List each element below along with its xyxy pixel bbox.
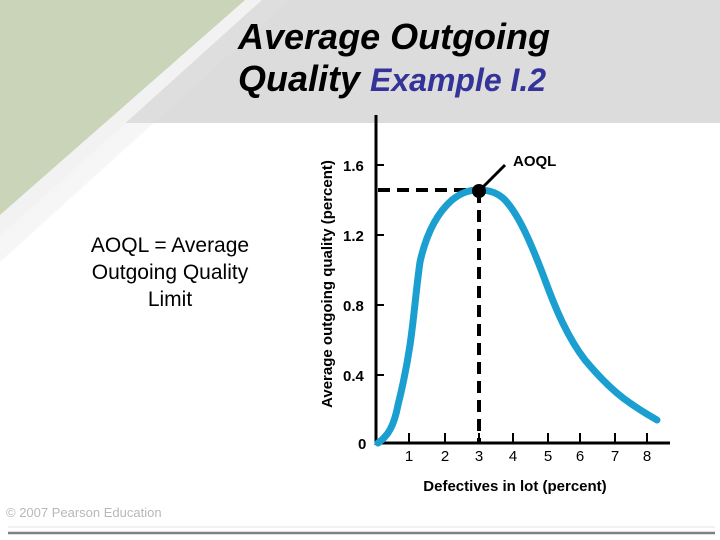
y-ticks	[376, 164, 384, 376]
x-tick-label: 6	[576, 448, 584, 465]
x-tick-label: 1	[405, 448, 413, 465]
definition-line: AOQL = Average	[90, 234, 250, 257]
y-tick-label: 1.6	[343, 158, 364, 175]
x-axis-label: Defectives in lot (percent)	[423, 478, 606, 495]
slide-title: Average Outgoing Quality	[238, 16, 551, 99]
y-tick-label: 1.2	[343, 228, 364, 245]
aoql-definition: AOQL = Average Outgoing Quality Limit	[50, 232, 290, 313]
definition-line: Outgoing Quality	[91, 261, 249, 284]
x-tick-label: 2	[441, 448, 449, 465]
y-axis-label: Average outgoing quality (percent)	[319, 160, 336, 408]
x-tick-label: 7	[611, 448, 619, 465]
x-tick-label: 4	[509, 448, 517, 465]
y-tick-label: 0	[358, 436, 366, 453]
slide-subtitle: Example I.2	[370, 62, 547, 98]
x-tick-label: 5	[544, 448, 552, 465]
x-tick-label: 3	[475, 448, 483, 465]
aoql-label: AOQL	[513, 153, 556, 170]
x-tick-label: 8	[643, 448, 651, 465]
y-tick-label: 0.4	[343, 368, 365, 385]
aoq-curve	[374, 186, 661, 447]
aoql-leader-line	[477, 163, 507, 193]
x-tick-labels: 1 2 3 4 5 6 7 8	[405, 448, 651, 465]
copyright-notice: © 2007 Pearson Education	[6, 505, 162, 520]
green-corner-triangle	[0, 0, 245, 215]
diagonal-white-stripe	[0, 0, 262, 236]
diagonal-shadow	[0, 0, 290, 262]
definition-line: Limit	[147, 288, 193, 311]
y-tick-labels: 1.6 1.2 0.8 0.4 0	[343, 158, 366, 453]
y-tick-label: 0.8	[343, 298, 364, 315]
